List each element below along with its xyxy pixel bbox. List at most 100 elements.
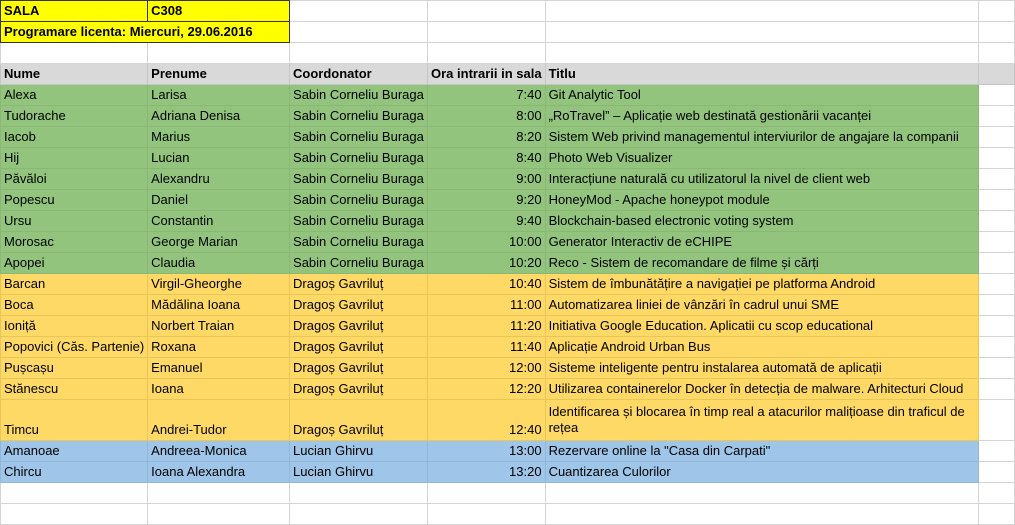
empty-cell[interactable] (977, 440, 1015, 462)
cell-titlu[interactable]: Cuantizarea Culorilor (544, 461, 979, 483)
cell-titlu[interactable]: Identificarea și blocarea în timp real a… (544, 399, 979, 441)
empty-cell[interactable] (289, 503, 429, 525)
cell-nume[interactable]: Barcan (0, 273, 149, 295)
cell-prenume[interactable]: Andreea-Monica (147, 440, 291, 462)
cell-titlu[interactable]: Blockchain-based electronic voting syste… (544, 210, 979, 232)
header-ora[interactable]: Ora intrarii in sala (427, 63, 546, 85)
cell-nume[interactable]: Popescu (0, 189, 149, 211)
empty-cell[interactable] (0, 482, 149, 504)
cell-ora[interactable]: 13:20 (427, 461, 546, 483)
cell-prenume[interactable]: Lucian (147, 147, 291, 169)
cell-nume[interactable]: Stănescu (0, 378, 149, 400)
cell-nume[interactable]: Amanoae (0, 440, 149, 462)
cell-coordonator[interactable]: Sabin Corneliu Buraga (289, 105, 429, 127)
cell-titlu[interactable]: Rezervare online la "Casa din Carpati" (544, 440, 979, 462)
cell-titlu[interactable]: Generator Interactiv de eCHIPE (544, 231, 979, 253)
cell-prenume[interactable]: Marius (147, 126, 291, 148)
cell-ora[interactable]: 8:40 (427, 147, 546, 169)
cell-nume[interactable]: Ursu (0, 210, 149, 232)
empty-cell[interactable] (977, 189, 1015, 211)
cell-coordonator[interactable]: Sabin Corneliu Buraga (289, 147, 429, 169)
empty-cell[interactable] (977, 482, 1015, 504)
empty-cell[interactable] (977, 252, 1015, 274)
cell-ora[interactable]: 12:00 (427, 357, 546, 379)
header-titlu[interactable]: Titlu (544, 63, 979, 85)
cell-prenume[interactable]: Emanuel (147, 357, 291, 379)
cell-coordonator[interactable]: Dragoș Gavriluț (289, 294, 429, 316)
empty-cell[interactable] (977, 336, 1015, 358)
cell-nume[interactable]: Tudorache (0, 105, 149, 127)
cell-ora[interactable]: 12:20 (427, 378, 546, 400)
cell-prenume[interactable]: Norbert Traian (147, 315, 291, 337)
cell-coordonator[interactable]: Sabin Corneliu Buraga (289, 210, 429, 232)
cell-ora[interactable]: 9:20 (427, 189, 546, 211)
cell-prenume[interactable]: Ioana (147, 378, 291, 400)
cell-nume[interactable]: Hij (0, 147, 149, 169)
cell-ora[interactable]: 12:40 (427, 399, 546, 441)
cell-nume[interactable]: Pușcașu (0, 357, 149, 379)
empty-cell[interactable] (977, 210, 1015, 232)
cell-coordonator[interactable]: Dragoș Gavriluț (289, 336, 429, 358)
programare-cell[interactable]: Programare licenta: Miercuri, 29.06.2016 (0, 21, 291, 43)
cell-nume[interactable]: Păvăloi (0, 168, 149, 190)
empty-cell[interactable] (147, 482, 291, 504)
empty-cell[interactable] (977, 294, 1015, 316)
cell-coordonator[interactable]: Sabin Corneliu Buraga (289, 231, 429, 253)
empty-cell[interactable] (977, 461, 1015, 483)
cell-prenume[interactable]: Mădălina Ioana (147, 294, 291, 316)
header-coordonator[interactable]: Coordonator (289, 63, 429, 85)
cell-coordonator[interactable]: Sabin Corneliu Buraga (289, 126, 429, 148)
cell-prenume[interactable]: Ioana Alexandra (147, 461, 291, 483)
empty-cell[interactable] (977, 84, 1015, 106)
cell-coordonator[interactable]: Sabin Corneliu Buraga (289, 168, 429, 190)
header-prenume[interactable]: Prenume (147, 63, 291, 85)
cell-ora[interactable]: 9:40 (427, 210, 546, 232)
empty-cell[interactable] (427, 503, 546, 525)
empty-cell[interactable] (977, 357, 1015, 379)
cell-prenume[interactable]: Larisa (147, 84, 291, 106)
cell-titlu[interactable]: Utilizarea containerelor Docker în detec… (544, 378, 979, 400)
cell-nume[interactable]: Alexa (0, 84, 149, 106)
cell-prenume[interactable]: Daniel (147, 189, 291, 211)
empty-cell[interactable] (977, 273, 1015, 295)
cell-titlu[interactable]: HoneyMod - Apache honeypot module (544, 189, 979, 211)
cell-ora[interactable]: 9:00 (427, 168, 546, 190)
empty-cell[interactable] (977, 231, 1015, 253)
cell-nume[interactable]: Chircu (0, 461, 149, 483)
cell-coordonator[interactable]: Dragoș Gavriluț (289, 315, 429, 337)
cell-nume[interactable]: Timcu (0, 399, 149, 441)
cell-prenume[interactable]: Claudia (147, 252, 291, 274)
cell-nume[interactable]: Boca (0, 294, 149, 316)
cell-titlu[interactable]: Reco - Sistem de recomandare de filme și… (544, 252, 979, 274)
empty-cell[interactable] (0, 503, 149, 525)
empty-cell[interactable] (977, 503, 1015, 525)
empty-cell[interactable] (289, 482, 429, 504)
cell-coordonator[interactable]: Lucian Ghirvu (289, 440, 429, 462)
empty-cell[interactable] (977, 399, 1015, 441)
cell-coordonator[interactable]: Dragoș Gavriluț (289, 399, 429, 441)
cell-prenume[interactable]: Adriana Denisa (147, 105, 291, 127)
cell-titlu[interactable]: Initiativa Google Education. Aplicatii c… (544, 315, 979, 337)
empty-cell[interactable] (977, 147, 1015, 169)
cell-coordonator[interactable]: Sabin Corneliu Buraga (289, 84, 429, 106)
cell-coordonator[interactable]: Sabin Corneliu Buraga (289, 189, 429, 211)
cell-ora[interactable]: 11:40 (427, 336, 546, 358)
cell-ora[interactable]: 11:00 (427, 294, 546, 316)
sala-value-cell[interactable]: C308 (147, 0, 291, 22)
cell-titlu[interactable]: Sisteme inteligente pentru instalarea au… (544, 357, 979, 379)
cell-coordonator[interactable]: Dragoș Gavriluț (289, 273, 429, 295)
cell-prenume[interactable]: Alexandru (147, 168, 291, 190)
cell-titlu[interactable]: „RoTravel” – Aplicație web destinată ges… (544, 105, 979, 127)
cell-ora[interactable]: 10:00 (427, 231, 546, 253)
cell-ora[interactable]: 10:40 (427, 273, 546, 295)
empty-cell[interactable] (977, 315, 1015, 337)
cell-ora[interactable]: 8:20 (427, 126, 546, 148)
cell-titlu[interactable]: Interacțiune naturală cu utilizatorul la… (544, 168, 979, 190)
cell-ora[interactable]: 10:20 (427, 252, 546, 274)
cell-ora[interactable]: 7:40 (427, 84, 546, 106)
empty-cell[interactable] (977, 378, 1015, 400)
cell-titlu[interactable]: Automatizarea liniei de vânzări în cadru… (544, 294, 979, 316)
cell-prenume[interactable]: Virgil-Gheorghe (147, 273, 291, 295)
cell-titlu[interactable]: Aplicație Android Urban Bus (544, 336, 979, 358)
cell-ora[interactable]: 8:00 (427, 105, 546, 127)
